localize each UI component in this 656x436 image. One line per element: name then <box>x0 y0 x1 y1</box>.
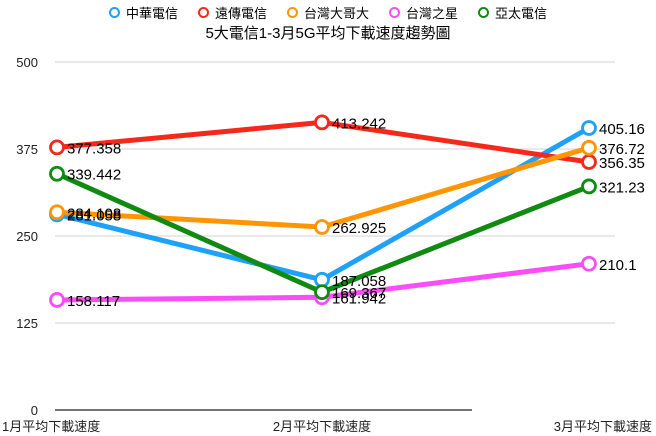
data-label: 405.16 <box>599 121 645 138</box>
legend-marker-icon <box>478 7 490 18</box>
data-point-marker <box>49 139 65 156</box>
data-point-marker <box>314 284 330 301</box>
data-point-marker <box>581 178 597 195</box>
data-label: 376.72 <box>599 141 645 158</box>
legend-label: 亞太電信 <box>495 6 548 21</box>
legend-label: 中華電信 <box>125 6 178 21</box>
data-label: 321.23 <box>599 179 645 196</box>
y-tick-label: 250 <box>16 229 38 244</box>
data-label: 413.242 <box>332 115 386 132</box>
data-label: 284.108 <box>67 205 121 222</box>
data-label: 169.367 <box>332 285 386 302</box>
data-point-marker <box>49 292 65 308</box>
data-point-marker <box>49 204 65 221</box>
data-point-marker <box>49 165 65 182</box>
legend-item[interactable]: 台灣大哥大 <box>286 3 369 22</box>
legend-item[interactable]: 亞太電信 <box>478 3 547 22</box>
data-label: 356.35 <box>599 155 645 172</box>
legend-item[interactable]: 中華電信 <box>108 3 178 22</box>
data-label: 161.942 <box>332 290 386 307</box>
legend-marker-icon <box>389 7 400 18</box>
data-point-marker <box>314 114 330 131</box>
x-tick-label: 2月平均下載速度 <box>273 419 371 434</box>
y-tick-label: 0 <box>31 403 38 418</box>
legend-item[interactable]: 遠傳電信 <box>197 3 267 22</box>
y-tick-label: 375 <box>16 142 38 157</box>
data-label: 187.058 <box>332 273 386 290</box>
legend-marker-icon <box>197 7 209 18</box>
legend-label: 台灣之星 <box>406 6 459 21</box>
x-tick-label: 1月平均下載速度 <box>2 419 100 434</box>
chart-title: 5大電信1-3月5G平均下載速度趨勢圖 <box>205 25 451 42</box>
series-line <box>54 145 592 230</box>
data-point-marker <box>581 255 597 272</box>
data-label: 262.925 <box>332 220 386 237</box>
x-tick-label: 3月平均下載速度 <box>554 419 652 434</box>
data-label: 158.117 <box>67 293 120 310</box>
data-point-marker <box>314 219 330 235</box>
data-label: 377.358 <box>67 140 121 157</box>
data-label: 281.058 <box>67 207 121 224</box>
chart-legend: 中華電信 遠傳電信 台灣大哥大 台灣之星 亞太電信 <box>0 3 656 22</box>
legend-item[interactable]: 台灣之星 <box>389 3 458 22</box>
data-point-marker <box>581 139 597 156</box>
legend-marker-icon <box>286 7 298 18</box>
legend-label: 台灣大哥大 <box>303 6 369 21</box>
legend-marker-icon <box>108 7 120 18</box>
y-tick-label: 125 <box>16 316 38 331</box>
data-point-marker <box>581 154 597 170</box>
y-tick-label: 500 <box>16 55 38 70</box>
data-point-marker <box>581 120 597 136</box>
data-label: 339.442 <box>67 167 121 184</box>
data-label: 210.1 <box>599 257 637 274</box>
legend-label: 遠傳電信 <box>214 6 267 21</box>
